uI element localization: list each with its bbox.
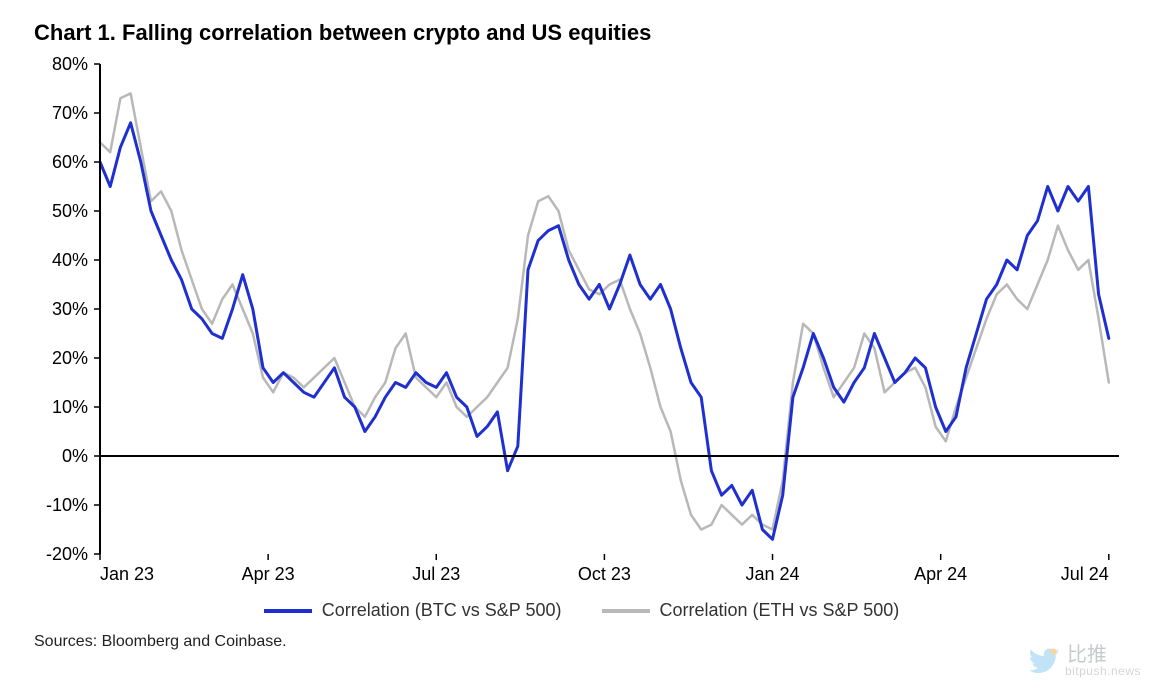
svg-text:Apr 23: Apr 23 — [242, 564, 295, 584]
svg-text:80%: 80% — [52, 54, 88, 74]
watermark: 比推 bitpush.news — [1025, 645, 1141, 677]
chart-plot-area: -20% -10% 0% 10% 20% 30% 40% 50% 60% 70% 80% Jan 23… — [30, 54, 1133, 594]
legend-item-eth: Correlation (ETH vs S&P 500) — [602, 600, 900, 621]
line-chart-svg: -20% -10% 0% 10% 20% 30% 40% 50% 60% 70% 80% Jan 23… — [30, 54, 1133, 594]
legend-item-btc: Correlation (BTC vs S&P 500) — [264, 600, 562, 621]
svg-text:60%: 60% — [52, 152, 88, 172]
svg-text:Jul 24: Jul 24 — [1061, 564, 1109, 584]
legend: Correlation (BTC vs S&P 500) Correlation… — [30, 600, 1133, 621]
svg-text:Oct 23: Oct 23 — [578, 564, 631, 584]
legend-swatch-eth — [602, 609, 650, 613]
legend-swatch-btc — [264, 609, 312, 613]
chart-page: Chart 1. Falling correlation between cry… — [0, 0, 1163, 691]
svg-text:Apr 24: Apr 24 — [914, 564, 967, 584]
svg-text:Jul 23: Jul 23 — [412, 564, 460, 584]
svg-text:30%: 30% — [52, 299, 88, 319]
svg-text:Jan 23: Jan 23 — [100, 564, 154, 584]
watermark-cn: 比推 — [1067, 645, 1141, 665]
legend-label-eth: Correlation (ETH vs S&P 500) — [660, 600, 900, 621]
watermark-url: bitpush.news — [1065, 665, 1141, 677]
svg-text:40%: 40% — [52, 250, 88, 270]
svg-text:10%: 10% — [52, 397, 88, 417]
svg-text:-10%: -10% — [46, 495, 88, 515]
svg-text:-20%: -20% — [46, 544, 88, 564]
chart-title: Chart 1. Falling correlation between cry… — [34, 20, 1133, 46]
svg-text:50%: 50% — [52, 201, 88, 221]
svg-text:20%: 20% — [52, 348, 88, 368]
svg-text:Jan 24: Jan 24 — [746, 564, 800, 584]
svg-text:0%: 0% — [62, 446, 88, 466]
bird-icon — [1025, 647, 1061, 675]
legend-label-btc: Correlation (BTC vs S&P 500) — [322, 600, 562, 621]
svg-text:70%: 70% — [52, 103, 88, 123]
sources-text: Sources: Bloomberg and Coinbase. — [34, 633, 1133, 651]
